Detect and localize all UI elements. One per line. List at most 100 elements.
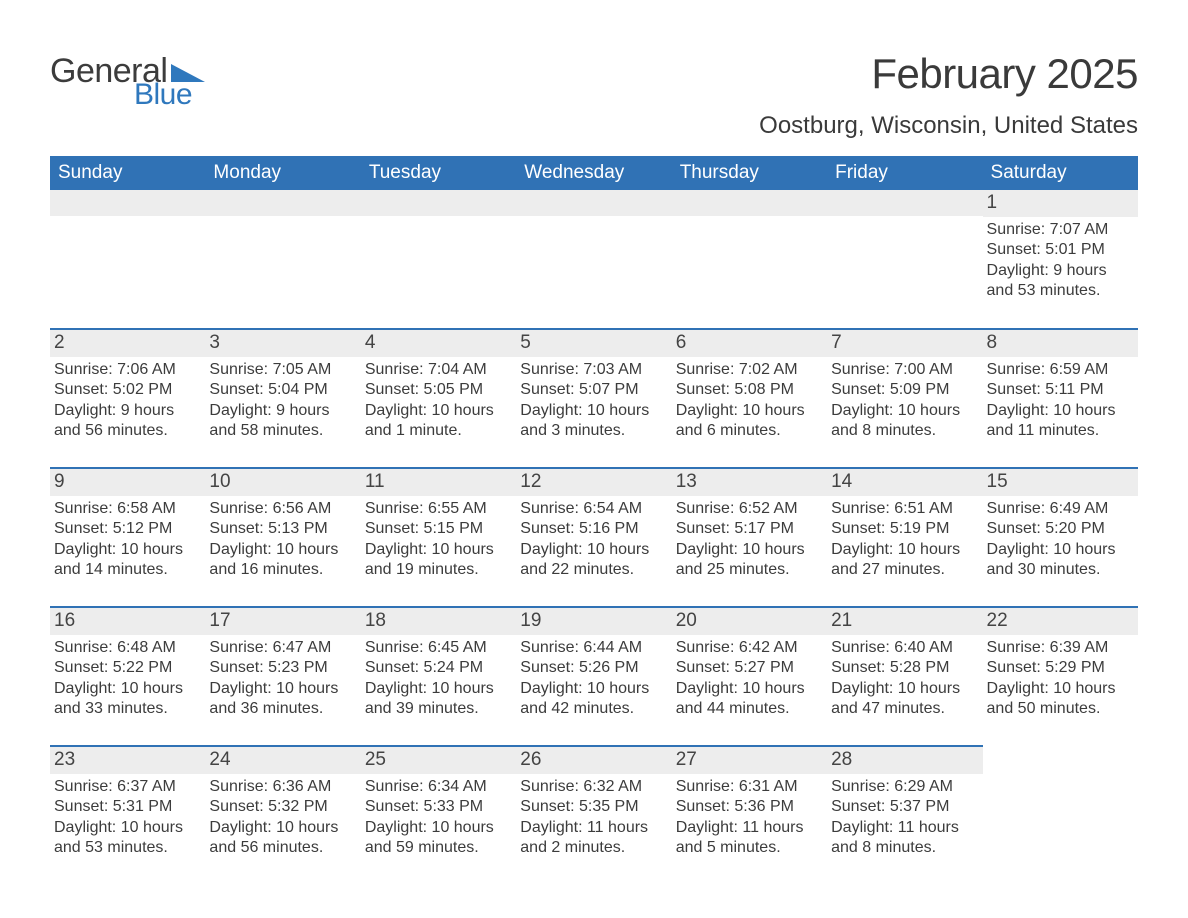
day-number — [827, 190, 982, 216]
daylight-line: Daylight: 10 hours and 3 minutes. — [520, 401, 665, 442]
sunset-line: Sunset: 5:27 PM — [676, 658, 821, 678]
sunset-line: Sunset: 5:24 PM — [365, 658, 510, 678]
daylight-line: Daylight: 10 hours and 53 minutes. — [54, 818, 199, 859]
day-details: Sunrise: 6:56 AMSunset: 5:13 PMDaylight:… — [205, 496, 360, 585]
day-details: Sunrise: 6:36 AMSunset: 5:32 PMDaylight:… — [205, 774, 360, 863]
day-details: Sunrise: 6:37 AMSunset: 5:31 PMDaylight:… — [50, 774, 205, 863]
calendar-cell: 19Sunrise: 6:44 AMSunset: 5:26 PMDayligh… — [516, 607, 671, 746]
calendar-cell: 1Sunrise: 7:07 AMSunset: 5:01 PMDaylight… — [983, 190, 1138, 329]
daylight-line: Daylight: 10 hours and 44 minutes. — [676, 679, 821, 720]
day-number: 10 — [205, 469, 360, 496]
day-number: 21 — [827, 608, 982, 635]
calendar-cell: 11Sunrise: 6:55 AMSunset: 5:15 PMDayligh… — [361, 468, 516, 607]
day-details: Sunrise: 6:32 AMSunset: 5:35 PMDaylight:… — [516, 774, 671, 863]
day-details: Sunrise: 6:51 AMSunset: 5:19 PMDaylight:… — [827, 496, 982, 585]
sunrise-line: Sunrise: 6:39 AM — [987, 638, 1132, 658]
sunset-line: Sunset: 5:26 PM — [520, 658, 665, 678]
day-number: 5 — [516, 330, 671, 357]
calendar-week-row: 23Sunrise: 6:37 AMSunset: 5:31 PMDayligh… — [50, 746, 1138, 885]
sunset-line: Sunset: 5:35 PM — [520, 797, 665, 817]
day-details: Sunrise: 6:54 AMSunset: 5:16 PMDaylight:… — [516, 496, 671, 585]
daylight-line: Daylight: 10 hours and 30 minutes. — [987, 540, 1132, 581]
sunrise-line: Sunrise: 6:36 AM — [209, 777, 354, 797]
day-details: Sunrise: 6:40 AMSunset: 5:28 PMDaylight:… — [827, 635, 982, 724]
calendar-cell — [516, 190, 671, 329]
calendar-cell: 12Sunrise: 6:54 AMSunset: 5:16 PMDayligh… — [516, 468, 671, 607]
sunset-line: Sunset: 5:29 PM — [987, 658, 1132, 678]
calendar-cell: 4Sunrise: 7:04 AMSunset: 5:05 PMDaylight… — [361, 329, 516, 468]
sunrise-line: Sunrise: 6:40 AM — [831, 638, 976, 658]
day-number: 9 — [50, 469, 205, 496]
sunset-line: Sunset: 5:01 PM — [987, 240, 1132, 260]
location-line: Oostburg, Wisconsin, United States — [759, 112, 1138, 140]
daylight-line: Daylight: 10 hours and 8 minutes. — [831, 401, 976, 442]
calendar-cell: 8Sunrise: 6:59 AMSunset: 5:11 PMDaylight… — [983, 329, 1138, 468]
day-number: 4 — [361, 330, 516, 357]
daylight-line: Daylight: 11 hours and 8 minutes. — [831, 818, 976, 859]
day-details: Sunrise: 6:55 AMSunset: 5:15 PMDaylight:… — [361, 496, 516, 585]
sunrise-line: Sunrise: 6:47 AM — [209, 638, 354, 658]
calendar-cell: 23Sunrise: 6:37 AMSunset: 5:31 PMDayligh… — [50, 746, 205, 885]
sunset-line: Sunset: 5:15 PM — [365, 519, 510, 539]
daylight-line: Daylight: 10 hours and 56 minutes. — [209, 818, 354, 859]
day-number: 13 — [672, 469, 827, 496]
day-header-thursday: Thursday — [672, 156, 827, 190]
daylight-line: Daylight: 10 hours and 16 minutes. — [209, 540, 354, 581]
day-details: Sunrise: 6:52 AMSunset: 5:17 PMDaylight:… — [672, 496, 827, 585]
sunrise-line: Sunrise: 6:32 AM — [520, 777, 665, 797]
day-number: 17 — [205, 608, 360, 635]
daylight-line: Daylight: 10 hours and 6 minutes. — [676, 401, 821, 442]
daylight-line: Daylight: 10 hours and 36 minutes. — [209, 679, 354, 720]
sunrise-line: Sunrise: 7:05 AM — [209, 360, 354, 380]
day-number: 3 — [205, 330, 360, 357]
sunrise-line: Sunrise: 6:37 AM — [54, 777, 199, 797]
day-number: 24 — [205, 747, 360, 774]
day-header-sunday: Sunday — [50, 156, 205, 190]
sunrise-line: Sunrise: 6:55 AM — [365, 499, 510, 519]
sunset-line: Sunset: 5:02 PM — [54, 380, 199, 400]
calendar-cell: 28 Sunrise: 6:29 AMSunset: 5:37 PMDayligh… — [827, 746, 982, 885]
brand-logo: General Blue — [50, 54, 205, 112]
day-number: 19 — [516, 608, 671, 635]
calendar-table: Sunday Monday Tuesday Wednesday Thursday… — [50, 156, 1138, 885]
day-number: 28 — [827, 747, 982, 774]
day-number: 2 — [50, 330, 205, 357]
sunset-line: Sunset: 5:36 PM — [676, 797, 821, 817]
sunset-line: Sunset: 5:22 PM — [54, 658, 199, 678]
day-number — [50, 190, 205, 216]
calendar-cell — [983, 746, 1138, 885]
calendar-week-row: 1Sunrise: 7:07 AMSunset: 5:01 PMDaylight… — [50, 190, 1138, 329]
daylight-line: Daylight: 10 hours and 39 minutes. — [365, 679, 510, 720]
sunset-line: Sunset: 5:37 PM — [831, 797, 976, 817]
calendar-cell: 17Sunrise: 6:47 AMSunset: 5:23 PMDayligh… — [205, 607, 360, 746]
daylight-line: Daylight: 11 hours and 5 minutes. — [676, 818, 821, 859]
calendar-cell: 27Sunrise: 6:31 AMSunset: 5:36 PMDayligh… — [672, 746, 827, 885]
calendar-cell: 2Sunrise: 7:06 AMSunset: 5:02 PMDaylight… — [50, 329, 205, 468]
calendar-cell: 22Sunrise: 6:39 AMSunset: 5:29 PMDayligh… — [983, 607, 1138, 746]
sunset-line: Sunset: 5:28 PM — [831, 658, 976, 678]
sunset-line: Sunset: 5:04 PM — [209, 380, 354, 400]
daylight-line: Daylight: 9 hours and 56 minutes. — [54, 401, 199, 442]
title-block: February 2025 Oostburg, Wisconsin, Unite… — [759, 50, 1138, 150]
daylight-line: Daylight: 10 hours and 50 minutes. — [987, 679, 1132, 720]
day-details: Sunrise: 6:34 AMSunset: 5:33 PMDaylight:… — [361, 774, 516, 863]
calendar-week-row: 2Sunrise: 7:06 AMSunset: 5:02 PMDaylight… — [50, 329, 1138, 468]
daylight-line: Daylight: 10 hours and 47 minutes. — [831, 679, 976, 720]
calendar-cell: 25Sunrise: 6:34 AMSunset: 5:33 PMDayligh… — [361, 746, 516, 885]
sunrise-line: Sunrise: 6:54 AM — [520, 499, 665, 519]
day-number: 8 — [983, 330, 1138, 357]
day-details: Sunrise: 6:47 AMSunset: 5:23 PMDaylight:… — [205, 635, 360, 724]
calendar-cell: 7Sunrise: 7:00 AMSunset: 5:09 PMDaylight… — [827, 329, 982, 468]
day-number: 27 — [672, 747, 827, 774]
sunrise-line: Sunrise: 6:29 AM — [831, 777, 976, 797]
sunrise-line: Sunrise: 6:45 AM — [365, 638, 510, 658]
calendar-cell: 20Sunrise: 6:42 AMSunset: 5:27 PMDayligh… — [672, 607, 827, 746]
sunrise-line: Sunrise: 6:48 AM — [54, 638, 199, 658]
day-details: Sunrise: 6:59 AMSunset: 5:11 PMDaylight:… — [983, 357, 1138, 446]
calendar-cell: 26Sunrise: 6:32 AMSunset: 5:35 PMDayligh… — [516, 746, 671, 885]
day-header-monday: Monday — [205, 156, 360, 190]
header-row: General Blue February 2025 Oostburg, Wis… — [50, 50, 1138, 150]
brand-word-blue: Blue — [134, 78, 192, 112]
daylight-line: Daylight: 10 hours and 22 minutes. — [520, 540, 665, 581]
calendar-cell: 6Sunrise: 7:02 AMSunset: 5:08 PMDaylight… — [672, 329, 827, 468]
